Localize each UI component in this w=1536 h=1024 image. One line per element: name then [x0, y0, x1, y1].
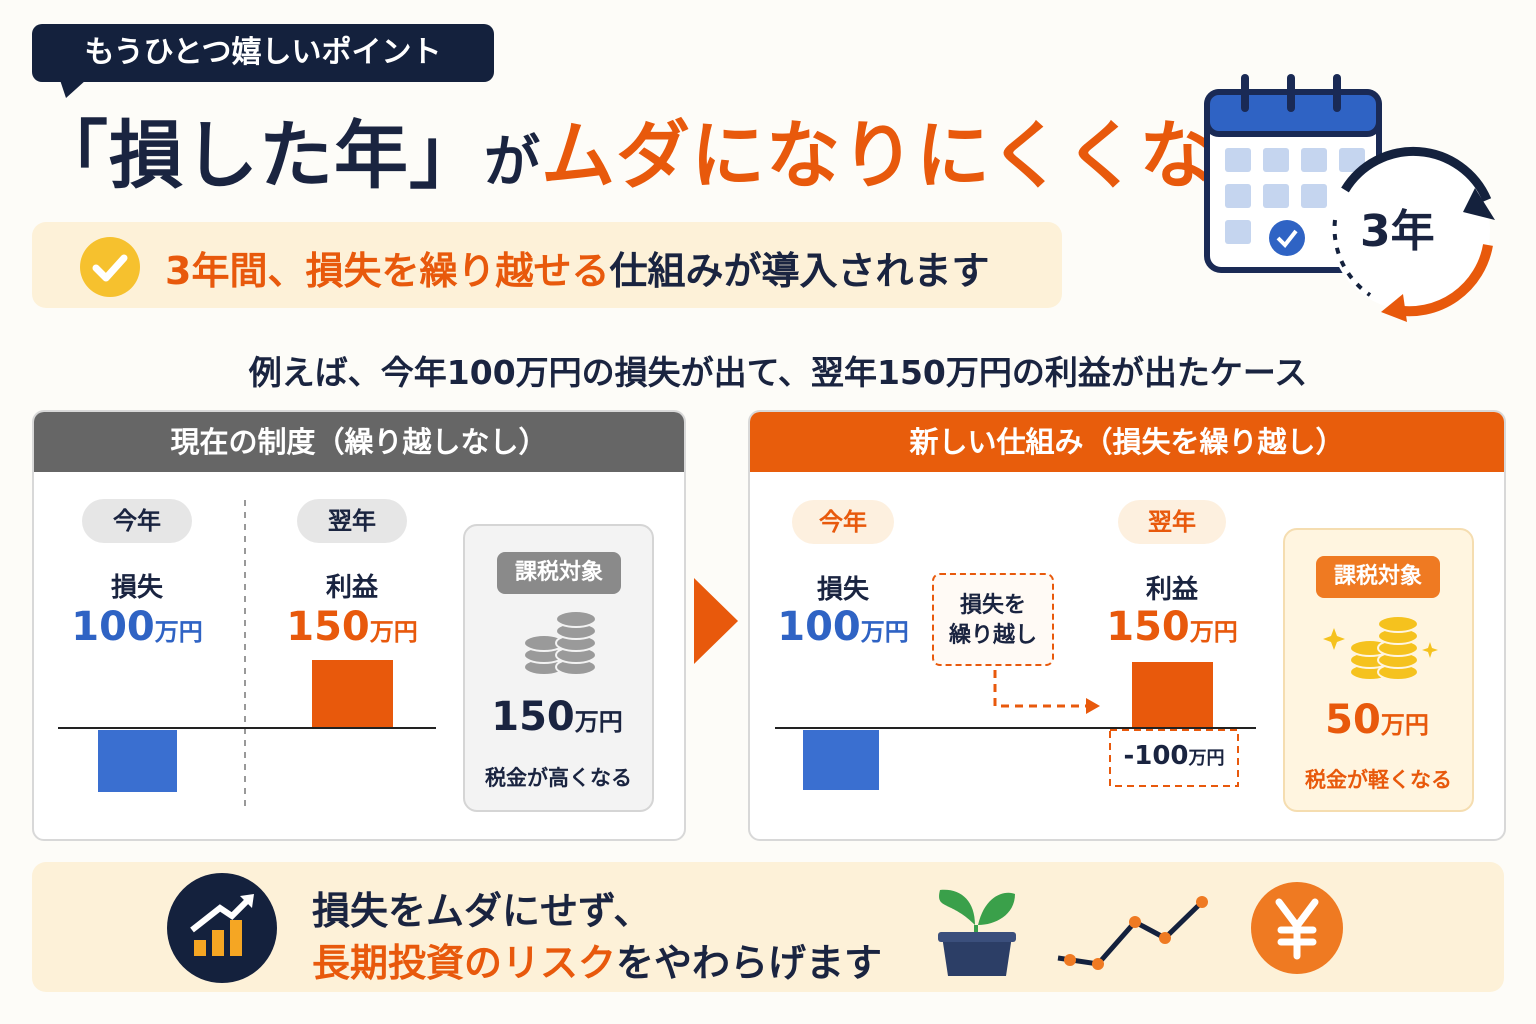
title: 「損した年」がムダになりにくくなる	[34, 96, 1290, 203]
taxable-pill: 課税対象	[1316, 556, 1440, 598]
unit: 万円	[1380, 711, 1429, 739]
subtitle-rest: 仕組みが導入されます	[609, 249, 990, 293]
amount-number: 150	[1106, 604, 1190, 650]
unit: 万円	[369, 618, 418, 646]
year-pill: 翌年	[1118, 500, 1226, 544]
amount-number: 150	[491, 694, 575, 740]
title-highlight: ムダになりにくくなる	[541, 113, 1290, 199]
subtitle-box	[32, 222, 1062, 308]
unit: 万円	[574, 708, 623, 736]
badge-tail	[60, 80, 86, 98]
unit: 万円	[860, 618, 909, 646]
footer-icons	[938, 882, 1343, 976]
profit-label: 利益	[325, 573, 378, 603]
year-pill: 今年	[792, 500, 894, 544]
unit: 万円	[1189, 618, 1238, 646]
amount-number: 50	[1325, 697, 1381, 743]
footer-line: 長期投資のリスクをやわらげます	[312, 932, 882, 987]
offset-amount: -100万円	[1110, 741, 1238, 771]
badge-text: もうひとつ嬉しいポイント	[84, 35, 442, 70]
arrow	[694, 578, 738, 664]
amount-number: -100	[1123, 741, 1189, 771]
footer-line: 損失をムダにせず、	[312, 889, 652, 933]
tax-note: 税金が軽くなる	[1305, 768, 1452, 792]
amount-number: 150	[286, 604, 370, 650]
unit: 万円	[1188, 748, 1225, 769]
new-bars	[775, 662, 1256, 790]
taxable-amount: 50万円	[1277, 697, 1477, 743]
loss-amount: 100万円	[743, 604, 943, 650]
profit-amount: 150万円	[252, 604, 452, 650]
check-icon	[80, 237, 140, 297]
coins-icon	[523, 610, 597, 676]
amount-number: 100	[777, 604, 861, 650]
current-bars	[58, 500, 436, 810]
amount-number: 100	[71, 604, 155, 650]
carry-note-line: 繰り越し	[948, 623, 1037, 648]
footer-rest: をやわらげます	[616, 941, 883, 985]
new-header: 新しい仕組み（損失を繰り越し）	[750, 412, 1504, 472]
coins-icon	[1323, 615, 1438, 681]
subtitle: 3年間、損失を繰り越せる仕組みが導入されます	[165, 240, 989, 295]
example-text: 例えば、今年100万円の損失が出て、翌年150万円の利益が出たケース	[248, 353, 1308, 392]
tax-note: 税金が高くなる	[485, 766, 632, 790]
calendar-icon	[1204, 74, 1495, 322]
profit-label: 利益	[1145, 575, 1198, 605]
icon-label: 3年	[1360, 195, 1435, 259]
title-particle: が	[484, 130, 541, 195]
loss-label: 損失	[110, 573, 163, 603]
badge: もうひとつ嬉しいポイント	[32, 24, 494, 82]
carry-note: 損失を 繰り越し	[932, 573, 1054, 666]
taxable-pill: 課税対象	[497, 552, 621, 594]
growth-icon	[167, 873, 277, 983]
subtitle-highlight: 3年間、損失を繰り越せる	[165, 249, 610, 293]
profit-amount: 150万円	[1072, 604, 1272, 650]
icon-label-text: 3年	[1360, 206, 1435, 257]
unit: 万円	[154, 618, 203, 646]
year-pill: 今年	[82, 499, 192, 543]
loss-amount: 100万円	[37, 604, 237, 650]
title-bracket: 「損した年」	[34, 113, 484, 199]
taxable-amount: 150万円	[457, 694, 657, 740]
current-header: 現在の制度（繰り越しなし）	[34, 412, 684, 472]
year-pill: 翌年	[297, 499, 407, 543]
carry-note-line: 損失を	[959, 593, 1026, 618]
footer-highlight: 長期投資のリスク	[312, 941, 617, 985]
loss-label: 損失	[816, 575, 869, 605]
